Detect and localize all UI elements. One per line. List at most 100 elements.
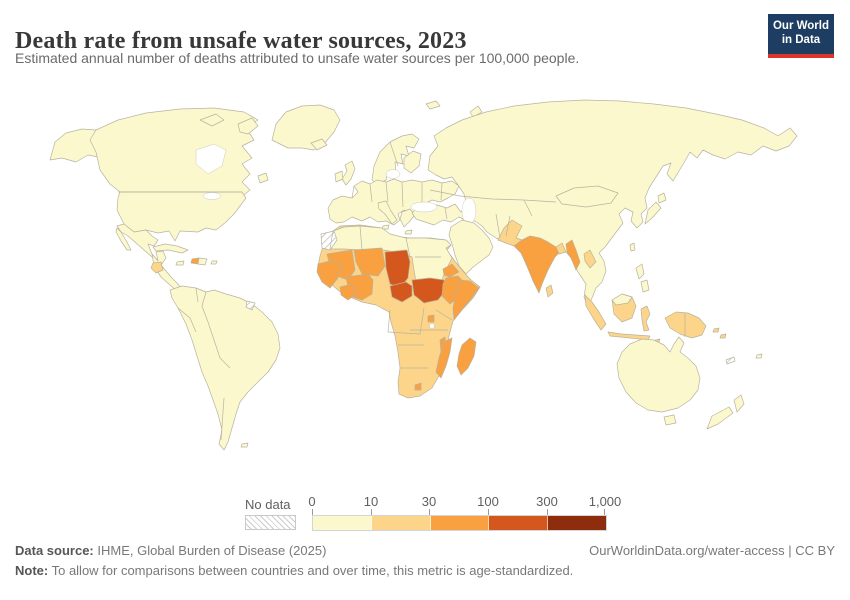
map-region-canada[interactable]: [89, 107, 259, 199]
map-region-crete[interactable]: [404, 229, 413, 235]
legend-tick-label: 10: [363, 494, 379, 509]
chart-footer: Data source: IHME, Global Burden of Dise…: [15, 543, 835, 578]
map-region-cuba[interactable]: [152, 243, 189, 254]
map-region-japan[interactable]: [644, 201, 662, 225]
legend-tick: [429, 509, 430, 515]
map-region-greece[interactable]: [399, 208, 416, 228]
map-region-italy[interactable]: [377, 200, 398, 225]
legend-tick: [312, 509, 313, 515]
map-region-philippines-north[interactable]: [635, 263, 645, 280]
legend-bin-300-1000[interactable]: [548, 516, 606, 530]
page-title: Death rate from unsafe water sources, 20…: [15, 28, 467, 55]
legend-bin-0-10[interactable]: [313, 516, 372, 530]
map-region-new-caledonia[interactable]: [725, 356, 736, 365]
map-region-sri-lanka[interactable]: [545, 284, 554, 298]
map-region-jamaica[interactable]: [175, 260, 185, 266]
owid-logo[interactable]: Our World in Data: [768, 14, 834, 58]
legend-bin-10-30[interactable]: [371, 516, 431, 530]
map-region-baja[interactable]: [115, 227, 132, 251]
map-region-fiji[interactable]: [755, 353, 763, 359]
map-region-guatemala[interactable]: [150, 261, 164, 274]
map-region-pakistan[interactable]: [497, 219, 523, 247]
owid-logo-line2: in Data: [781, 34, 821, 47]
legend-tick: [488, 509, 489, 515]
map-region-novaya-zemlya[interactable]: [469, 105, 483, 118]
map-region-lesotho[interactable]: [414, 382, 422, 391]
hudson-bay: [195, 143, 227, 175]
map-region-solomons-2[interactable]: [719, 333, 727, 339]
map-region-malaysia-borneo[interactable]: [611, 293, 633, 306]
map-region-south-america[interactable]: [169, 285, 281, 451]
map-region-central-america[interactable]: [151, 250, 183, 292]
black-sea: [410, 201, 438, 213]
baltic-sea: [385, 169, 401, 179]
lake-victoria: [429, 323, 435, 329]
map-region-puerto-rico[interactable]: [210, 260, 218, 265]
map-region-rwanda-burundi[interactable]: [427, 314, 435, 323]
map-region-senegal-guinea[interactable]: [316, 259, 343, 289]
map-region-hokkaido[interactable]: [657, 192, 667, 204]
legend-tick: [371, 509, 372, 515]
data-source-line: Data source: IHME, Global Burden of Dise…: [15, 543, 835, 558]
legend-bin-30-100[interactable]: [430, 516, 490, 530]
data-source-text: IHME, Global Burden of Disease (2025): [93, 543, 327, 558]
map-region-somalia[interactable]: [452, 279, 480, 321]
caspian-sea: [461, 197, 477, 225]
map-region-greenland[interactable]: [271, 104, 341, 151]
map-region-new-guinea[interactable]: [664, 311, 707, 339]
map-region-ireland[interactable]: [334, 170, 344, 183]
map-region-solomons-1[interactable]: [712, 327, 720, 333]
credit-link[interactable]: OurWorldinData.org/water-access | CC BY: [589, 543, 835, 558]
map-region-baffin[interactable]: [237, 117, 259, 135]
map-region-laos[interactable]: [583, 249, 597, 269]
map-region-philippines-south[interactable]: [640, 279, 650, 293]
legend-tick-label: 100: [477, 494, 499, 509]
page-subtitle: Estimated annual number of deaths attrib…: [15, 50, 580, 66]
map-region-arctic-islands[interactable]: [199, 113, 225, 127]
map-region-taiwan[interactable]: [629, 242, 636, 252]
map-region-mozambique[interactable]: [435, 337, 453, 379]
legend-bin-100-300[interactable]: [489, 516, 549, 530]
note-text: To allow for comparisons between countri…: [48, 563, 574, 578]
map-region-dominican-republic[interactable]: [197, 257, 208, 266]
map-region-europe[interactable]: [327, 178, 460, 226]
legend-color-bar: [312, 515, 607, 531]
map-region-arabia[interactable]: [448, 219, 494, 275]
map-region-madagascar[interactable]: [456, 337, 477, 376]
map-region-australia[interactable]: [616, 336, 701, 413]
map-region-iceland[interactable]: [310, 138, 328, 151]
map-region-finland[interactable]: [403, 150, 422, 174]
country-borders: [118, 141, 686, 441]
legend-tick-label: 1,000: [588, 494, 622, 509]
note-label: Note:: [15, 563, 49, 578]
map-region-eurasia[interactable]: [411, 99, 798, 308]
map-region-uk[interactable]: [341, 160, 356, 186]
map-region-java[interactable]: [607, 331, 651, 341]
map-region-bangladesh[interactable]: [555, 242, 567, 255]
map-region-svalbard[interactable]: [425, 100, 441, 110]
map-region-mexico[interactable]: [116, 223, 159, 262]
data-source-label: Data source:: [15, 543, 94, 558]
map-region-french-guiana[interactable]: [245, 300, 256, 311]
map-region-western-sahara[interactable]: [320, 230, 338, 251]
legend-tick: [604, 509, 605, 515]
map-region-eritrea[interactable]: [442, 263, 460, 278]
note-line: Note: To allow for comparisons between c…: [15, 563, 835, 578]
map-region-newfoundland[interactable]: [257, 172, 269, 184]
owid-logo-line1: Our World: [772, 20, 829, 32]
map-region-tasmania[interactable]: [663, 414, 677, 426]
map-region-sulawesi[interactable]: [640, 305, 651, 332]
map-region-falklands[interactable]: [240, 442, 249, 448]
map-region-nz-south[interactable]: [706, 406, 734, 430]
map-region-india[interactable]: [513, 235, 562, 294]
map-region-niger[interactable]: [353, 247, 386, 277]
legend-tick-label: 30: [421, 494, 437, 509]
map-region-myanmar[interactable]: [565, 239, 581, 271]
no-data-swatch[interactable]: [245, 515, 296, 530]
map-region-cote-divoire[interactable]: [339, 283, 357, 301]
map-region-nz-north[interactable]: [733, 394, 745, 413]
map-region-car[interactable]: [389, 281, 413, 303]
map-region-sumatra[interactable]: [584, 294, 607, 331]
